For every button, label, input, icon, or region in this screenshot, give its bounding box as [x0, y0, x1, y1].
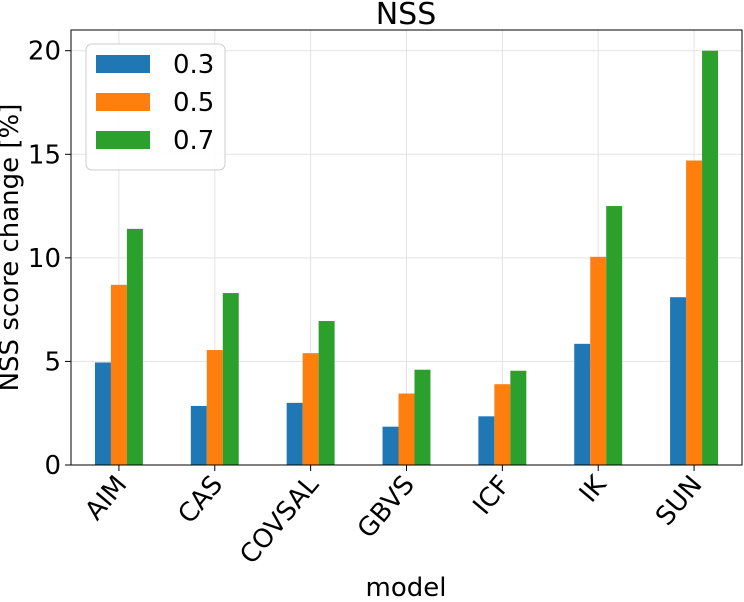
chart-title: NSS — [376, 0, 437, 32]
bar-covsal-0-5 — [302, 353, 319, 465]
bar-icf-0-7 — [510, 370, 527, 465]
legend-swatch — [96, 131, 150, 149]
bar-gbvs-0-3 — [382, 426, 399, 465]
bar-aim-0-3 — [94, 362, 111, 465]
bar-gbvs-0-5 — [398, 393, 415, 465]
bar-sun-0-7 — [702, 50, 719, 465]
bar-ik-0-7 — [606, 206, 623, 466]
bar-icf-0-5 — [494, 384, 511, 465]
bar-icf-0-3 — [478, 416, 495, 465]
bar-gbvs-0-7 — [414, 369, 431, 465]
y-tick-label: 0 — [44, 451, 61, 481]
y-tick-label: 15 — [28, 140, 61, 170]
legend-label: 0.5 — [173, 88, 214, 118]
bar-layer — [94, 50, 719, 466]
bar-ik-0-3 — [574, 343, 591, 465]
y-tick-label: 20 — [28, 37, 61, 67]
y-tick-label: 5 — [44, 347, 61, 377]
legend: 0.3 0.5 0.7 — [85, 43, 226, 171]
bar-cas-0-7 — [222, 293, 239, 465]
y-axis-label: NSS score change [%] — [0, 104, 25, 392]
legend-label: 0.7 — [173, 126, 214, 156]
bar-aim-0-7 — [126, 228, 143, 465]
bar-aim-0-5 — [110, 284, 127, 465]
bar-cas-0-3 — [190, 405, 207, 465]
legend-swatch — [96, 55, 150, 73]
bar-covsal-0-7 — [318, 321, 335, 465]
legend-label: 0.3 — [173, 50, 214, 80]
bar-ik-0-5 — [590, 256, 607, 465]
y-tick-label: 10 — [28, 244, 61, 274]
bar-covsal-0-3 — [286, 402, 303, 465]
bar-cas-0-5 — [206, 350, 223, 465]
legend-swatch — [96, 93, 150, 111]
bar-sun-0-5 — [686, 160, 703, 465]
bar-sun-0-3 — [670, 297, 687, 465]
x-axis-label: model — [366, 573, 447, 602]
